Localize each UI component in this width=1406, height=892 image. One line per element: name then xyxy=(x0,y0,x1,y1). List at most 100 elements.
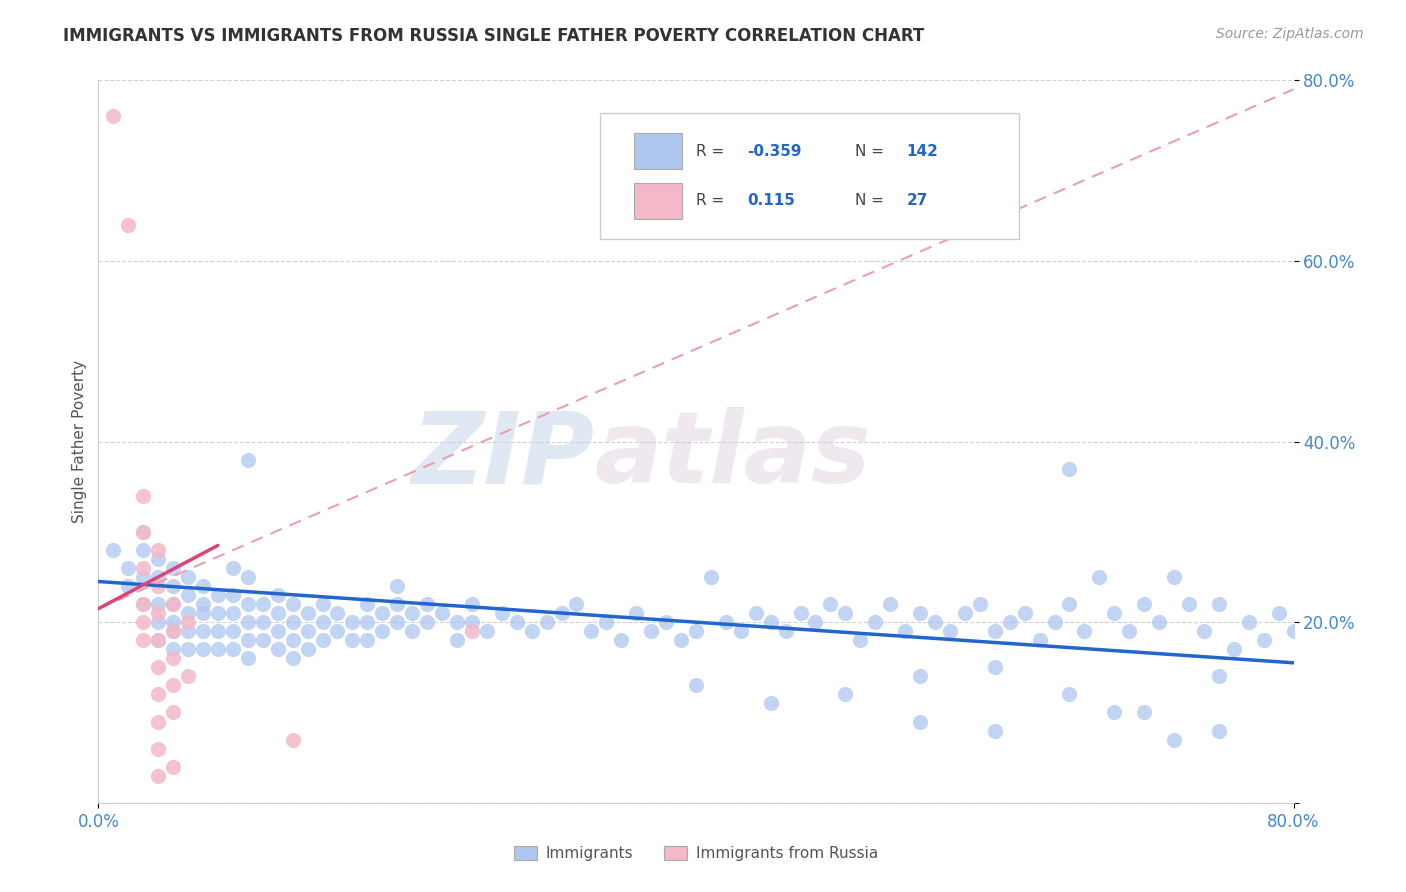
Point xyxy=(356,633,378,648)
Point xyxy=(700,570,723,584)
Bar xyxy=(634,134,682,169)
Point xyxy=(759,615,782,630)
Point xyxy=(461,615,484,630)
Point xyxy=(984,624,1007,639)
Point xyxy=(311,633,333,648)
Text: 142: 142 xyxy=(907,144,938,159)
Point xyxy=(132,524,155,539)
Point xyxy=(148,714,170,729)
Point xyxy=(1237,615,1260,630)
Point xyxy=(1223,642,1246,657)
Y-axis label: Single Father Poverty: Single Father Poverty xyxy=(72,360,87,523)
Point xyxy=(461,597,484,611)
Point xyxy=(984,723,1007,738)
Point xyxy=(236,452,259,467)
Point xyxy=(162,561,184,575)
Point xyxy=(267,624,290,639)
Point xyxy=(879,597,901,611)
Point xyxy=(132,524,155,539)
Point xyxy=(371,624,394,639)
Point xyxy=(446,615,468,630)
Point xyxy=(162,706,184,720)
Point xyxy=(416,615,439,630)
Point xyxy=(311,597,333,611)
Point xyxy=(1282,624,1305,639)
Point xyxy=(1192,624,1215,639)
Point xyxy=(162,678,184,692)
Point xyxy=(207,642,229,657)
Point xyxy=(520,624,543,639)
Point xyxy=(969,597,991,611)
Point xyxy=(162,615,184,630)
Point xyxy=(640,624,662,639)
Text: N =: N = xyxy=(855,194,889,208)
Point xyxy=(132,570,155,584)
Text: N =: N = xyxy=(855,144,889,159)
Point xyxy=(1133,597,1156,611)
Point xyxy=(207,624,229,639)
Point xyxy=(236,615,259,630)
Point xyxy=(939,624,962,639)
Point xyxy=(177,642,200,657)
Point xyxy=(745,606,768,620)
FancyBboxPatch shape xyxy=(600,112,1019,239)
Point xyxy=(281,651,304,665)
Point xyxy=(191,579,214,593)
Point xyxy=(162,642,184,657)
Point xyxy=(1253,633,1275,648)
Point xyxy=(281,732,304,747)
Point xyxy=(222,642,245,657)
Point xyxy=(984,660,1007,674)
Point xyxy=(148,633,170,648)
Point xyxy=(1104,706,1126,720)
Point xyxy=(1267,606,1289,620)
Point xyxy=(371,606,394,620)
Point xyxy=(162,760,184,774)
Point xyxy=(236,597,259,611)
Point xyxy=(1163,570,1185,584)
Point xyxy=(162,597,184,611)
Point xyxy=(162,624,184,639)
Point xyxy=(148,570,170,584)
Point xyxy=(1043,615,1066,630)
Text: 27: 27 xyxy=(907,194,928,208)
Point xyxy=(1178,597,1201,611)
Point xyxy=(177,624,200,639)
Point xyxy=(1208,669,1230,683)
Point xyxy=(117,218,139,232)
Point xyxy=(789,606,811,620)
Point xyxy=(177,588,200,602)
Point xyxy=(103,109,125,123)
Point xyxy=(342,633,364,648)
Point xyxy=(222,624,245,639)
Point xyxy=(730,624,752,639)
Point xyxy=(416,597,439,611)
Point xyxy=(804,615,827,630)
Point xyxy=(117,579,139,593)
Point xyxy=(342,615,364,630)
Point xyxy=(236,570,259,584)
Point xyxy=(1104,606,1126,620)
Point xyxy=(430,606,453,620)
Point xyxy=(475,624,498,639)
Point xyxy=(177,669,200,683)
Point xyxy=(908,669,931,683)
Point xyxy=(252,597,274,611)
Point xyxy=(191,606,214,620)
Point xyxy=(834,687,856,701)
Point xyxy=(536,615,558,630)
Point xyxy=(132,597,155,611)
Point xyxy=(162,579,184,593)
Point xyxy=(685,678,707,692)
Point xyxy=(595,615,617,630)
Point xyxy=(356,597,378,611)
Point xyxy=(297,606,319,620)
Point xyxy=(148,741,170,756)
Point xyxy=(148,579,170,593)
Point xyxy=(236,633,259,648)
Point xyxy=(1088,570,1111,584)
Point xyxy=(148,615,170,630)
Point xyxy=(177,615,200,630)
Point xyxy=(191,642,214,657)
Point xyxy=(222,561,245,575)
